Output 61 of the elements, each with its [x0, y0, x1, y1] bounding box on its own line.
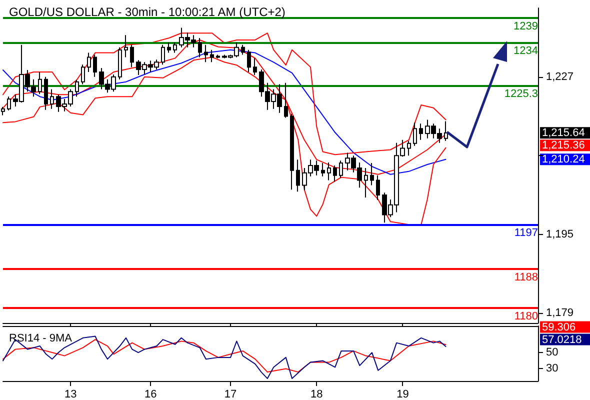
candlestick: [198, 38, 202, 58]
candlestick: [241, 44, 245, 56]
candlestick: [419, 123, 423, 140]
chart-title: GOLD/US DOLLAR - 30min - 10:00:21 AM (UTC+2): [9, 5, 286, 19]
candlestick: [130, 44, 134, 68]
candlestick: [210, 49, 214, 63]
y-tick-label: 50: [546, 346, 558, 358]
candlestick: [124, 34, 128, 58]
candlestick: [296, 159, 300, 192]
text: 59.306: [542, 321, 576, 334]
candlestick: [333, 165, 337, 182]
line-series: [2, 336, 446, 380]
text: RSI14 - 9MA: [9, 332, 73, 344]
candlestick: [376, 174, 380, 200]
candlestick: [44, 76, 48, 110]
candlestick: [7, 96, 11, 111]
line-series: [2, 32, 446, 156]
text: 1,215.64: [542, 127, 585, 140]
candlestick: [253, 58, 257, 76]
candlestick: [370, 162, 374, 186]
x-tick-label: 19: [396, 388, 409, 400]
candlestick: [50, 88, 54, 110]
candlestick: [407, 140, 411, 156]
text: 57.0218: [542, 334, 582, 346]
candlestick: [81, 64, 85, 85]
ref-line-label: 1225.3: [504, 88, 538, 100]
candlestick: [87, 52, 91, 72]
y-tick-label: 1,195: [546, 228, 574, 240]
x-tick-label: 13: [64, 388, 77, 400]
candlestick: [290, 113, 294, 190]
text: 1,210.24: [542, 154, 585, 166]
candlestick: [204, 44, 208, 63]
candlestick: [173, 42, 177, 54]
candlestick: [1, 106, 5, 116]
candlestick: [161, 44, 165, 66]
candlestick: [118, 46, 122, 80]
text: 1,215.36: [542, 140, 585, 152]
ref-line-label: 1188: [514, 271, 538, 284]
y-tick-label: 1,179: [546, 307, 574, 320]
candlestick: [444, 120, 448, 142]
ref-line-label: 1234: [514, 44, 538, 57]
candlestick: [321, 162, 325, 177]
x-tick-label: 18: [310, 388, 323, 400]
candlestick: [93, 54, 97, 78]
candlestick: [167, 42, 171, 54]
candlestick: [75, 79, 79, 98]
candlestick: [413, 122, 417, 146]
x-tick-label: 17: [224, 388, 237, 400]
ref-line-label: 1197: [514, 227, 538, 240]
y-tick-label: 30: [546, 362, 558, 375]
ref-line-label: 1239: [514, 20, 538, 32]
candlestick: [216, 54, 220, 59]
candlestick: [364, 167, 368, 198]
y-tick-label: 1,227: [546, 70, 574, 83]
candlestick: [327, 162, 331, 181]
ref-line-label: 1180: [514, 310, 538, 323]
candlestick: [38, 71, 42, 95]
x-tick-label: 16: [144, 388, 157, 400]
candlestick: [339, 160, 343, 178]
candlestick: [284, 82, 288, 118]
candlestick: [247, 49, 251, 72]
